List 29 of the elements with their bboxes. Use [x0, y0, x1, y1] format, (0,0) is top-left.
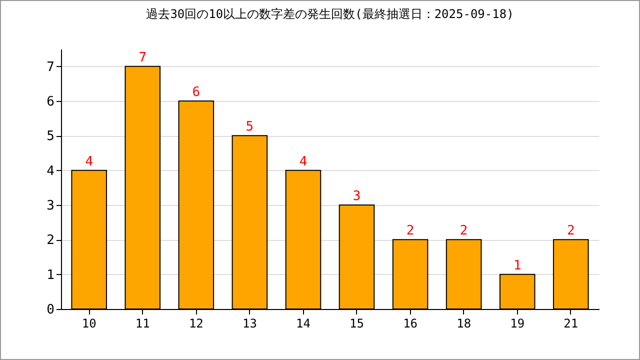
data-label: 3: [352, 189, 361, 204]
x-tick-label: 15: [350, 316, 364, 330]
y-tick-label: 2: [46, 233, 54, 248]
data-label: 2: [566, 224, 575, 239]
y-tick-label: 1: [46, 268, 54, 283]
data-label: 2: [406, 224, 414, 239]
data-label: 5: [246, 120, 254, 135]
x-tick-label: 13: [242, 316, 257, 330]
data-label: 4: [299, 154, 308, 170]
x-tick-label: 21: [564, 316, 578, 330]
data-label: 6: [192, 85, 200, 100]
data-label: 7: [138, 50, 147, 66]
x-tick-label: 16: [403, 316, 418, 330]
x-tick-label: 10: [82, 316, 96, 330]
x-tick-label: 19: [510, 316, 525, 330]
x-tick-label: 12: [188, 316, 204, 330]
chart-title: 過去30回の10以上の数字差の発生回数(最終抽選日：2025-09-18): [146, 7, 514, 21]
y-tick-label: 5: [46, 129, 54, 144]
x-tick-label: 14: [296, 316, 310, 330]
y-tick-label: 3: [46, 198, 54, 214]
data-label: 4: [85, 154, 94, 170]
x-tick-label: 11: [135, 316, 150, 330]
y-tick-label: 6: [46, 94, 54, 110]
y-tick-label: 4: [46, 164, 55, 179]
y-tick-label: 7: [46, 60, 54, 75]
y-tick-label: 0: [46, 302, 54, 318]
data-label: 1: [513, 258, 522, 274]
x-tick-label: 18: [456, 316, 472, 330]
data-label: 2: [460, 224, 468, 239]
